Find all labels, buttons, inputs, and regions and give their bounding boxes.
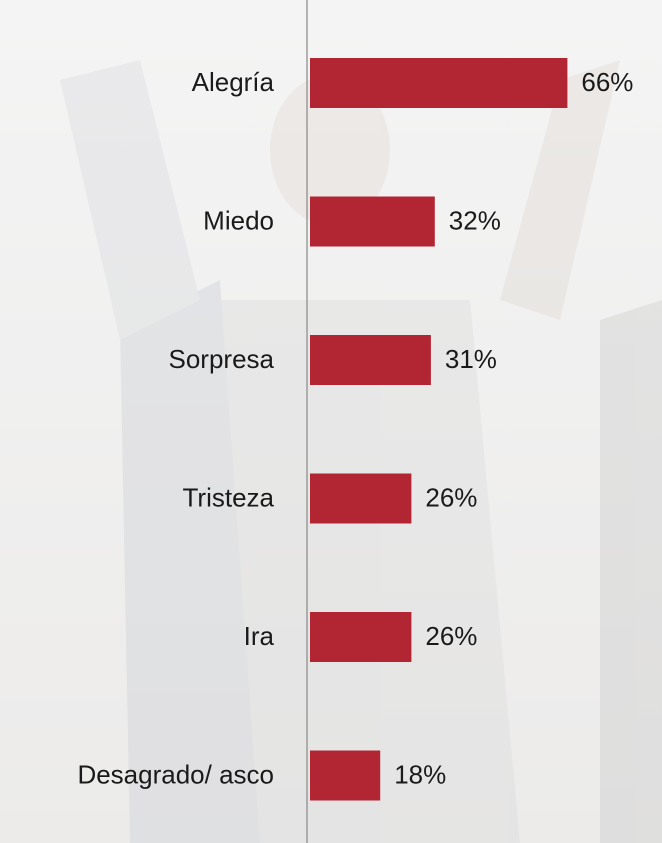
value-label: 26% — [425, 621, 477, 651]
value-label: 32% — [449, 205, 501, 235]
bar — [310, 751, 380, 801]
category-label: Alegría — [192, 67, 275, 97]
category-label: Miedo — [203, 205, 274, 235]
category-label: Ira — [244, 621, 275, 651]
category-label: Sorpresa — [169, 344, 275, 374]
value-label: 18% — [394, 759, 446, 789]
chart: Alegría 66% Miedo 32% Sorpresa 31% Tristeza 26%… — [0, 0, 662, 843]
value-label: 31% — [445, 344, 497, 374]
bar — [310, 474, 411, 524]
value-label: 66% — [581, 67, 633, 97]
bar — [310, 612, 411, 662]
category-label: Desagrado/ asco — [77, 759, 274, 789]
bar — [310, 335, 431, 385]
value-label: 26% — [425, 482, 477, 512]
bar — [310, 197, 435, 247]
category-label: Tristeza — [183, 482, 275, 512]
page: Alegría 66% Miedo 32% Sorpresa 31% Tristeza 26%… — [0, 0, 662, 843]
bar — [310, 58, 567, 108]
